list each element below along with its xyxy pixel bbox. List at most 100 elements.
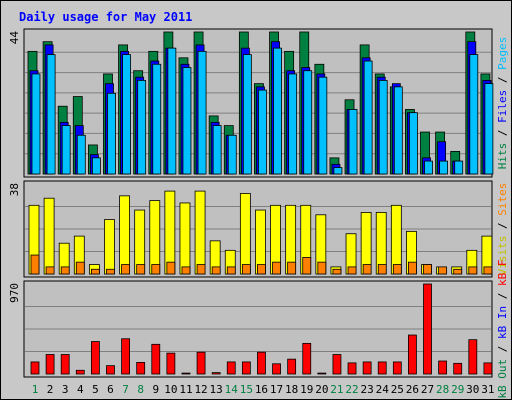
- bar-sites: [257, 264, 266, 275]
- bar-pages: [303, 70, 313, 175]
- bar-kbytes: [75, 369, 85, 375]
- legend-part: /: [496, 216, 509, 236]
- bar-pages: [378, 80, 388, 175]
- day-label: 17: [270, 383, 283, 396]
- bar-kbytes: [106, 365, 115, 375]
- bar-pages: [424, 160, 433, 175]
- bar-pages: [182, 67, 192, 175]
- bar-pages: [137, 80, 147, 175]
- day-label: 29: [451, 383, 464, 396]
- bar-kbytes: [468, 339, 478, 375]
- bar-sites: [377, 264, 387, 275]
- bar-sites: [45, 266, 55, 275]
- kbytes-panel: 970 kB Out / kB In / kB F: [8, 259, 509, 398]
- bar-pages: [212, 125, 222, 175]
- bar-pages: [318, 76, 328, 175]
- x-axis-day-labels: 1 2 3 4 5 6 7 8 9 10 11 12 13 14 15 16 17 18 19 20 21 22 23 24 2…: [32, 383, 495, 396]
- bar-pages: [152, 63, 162, 175]
- legend-kbytes: kB Out / kB In / kB F: [496, 259, 509, 398]
- legend-part: /: [496, 339, 509, 359]
- day-label: 5: [92, 383, 99, 396]
- bar-kbytes: [166, 352, 176, 375]
- bar-kbytes: [90, 341, 100, 375]
- bar-sites: [151, 264, 161, 275]
- bar-kbytes: [121, 338, 130, 375]
- bar-pages: [348, 109, 358, 175]
- bar-kbytes: [181, 372, 191, 375]
- bar-kbytes: [136, 362, 146, 375]
- day-label: 20: [315, 383, 328, 396]
- bar-visits: [194, 190, 206, 275]
- legend-part: Hits: [496, 143, 509, 170]
- day-label: 19: [300, 383, 313, 396]
- bar-visits: [179, 202, 191, 275]
- bar-sites: [241, 264, 251, 275]
- day-label: 16: [255, 383, 268, 396]
- day-label: 22: [345, 383, 358, 396]
- bar-sites: [438, 266, 448, 275]
- bar-kbytes: [302, 342, 312, 375]
- day-label: 11: [179, 383, 192, 396]
- day-label: 8: [137, 383, 144, 396]
- bar-pages: [469, 54, 479, 175]
- bar-kbytes: [60, 354, 70, 375]
- bar-pages: [31, 73, 41, 175]
- bar-kbytes: [347, 362, 357, 375]
- bar-sites: [181, 266, 191, 275]
- day-label: 28: [436, 383, 449, 396]
- bar-kbytes: [30, 361, 40, 375]
- bar-pages: [484, 83, 494, 175]
- bar-pages: [242, 54, 252, 175]
- bar-sites: [408, 261, 417, 275]
- legend-part: kB F: [496, 259, 509, 286]
- hits-panel: 44 Hits / Files / Pages: [8, 28, 509, 178]
- bar-pages: [227, 134, 237, 175]
- legend-visits-sites: Visits / Sites: [496, 183, 509, 276]
- day-label: 31: [481, 383, 494, 396]
- bar-sites: [332, 268, 342, 275]
- y-max-label: 970: [8, 283, 21, 303]
- day-label: 27: [421, 383, 434, 396]
- legend-part: kB In: [496, 306, 509, 339]
- bar-pages: [91, 157, 101, 175]
- bar-kbytes: [317, 372, 327, 375]
- day-label: 7: [122, 383, 129, 396]
- bar-pages: [107, 92, 116, 175]
- day-label: 3: [62, 383, 69, 396]
- bar-sites: [347, 266, 357, 275]
- bar-kbytes: [287, 358, 297, 375]
- legend-part: kB Out: [496, 359, 509, 399]
- day-label: 15: [240, 383, 253, 396]
- bar-visits: [149, 200, 161, 275]
- day-label: 12: [194, 383, 207, 396]
- bar-pages: [61, 125, 71, 175]
- day-label: 14: [225, 383, 239, 396]
- day-label: 24: [376, 383, 390, 396]
- bar-sites: [211, 266, 221, 275]
- bar-kbytes: [257, 351, 266, 375]
- visits-panel: 38 Visits / Sites: [8, 180, 509, 278]
- bar-kbytes: [272, 363, 281, 375]
- day-label: 6: [107, 383, 114, 396]
- day-label: 23: [361, 383, 374, 396]
- bar-sites: [30, 254, 40, 275]
- bar-kbytes: [362, 361, 372, 375]
- bar-visits: [239, 193, 251, 275]
- bar-pages: [288, 73, 298, 175]
- legend-part: Sites: [496, 183, 509, 216]
- day-label: 9: [152, 383, 159, 396]
- bar-kbytes: [45, 354, 55, 375]
- bar-sites: [423, 264, 432, 275]
- bar-pages: [409, 112, 418, 175]
- bar-pages: [258, 89, 267, 175]
- bar-pages: [439, 160, 449, 175]
- bar-kbytes: [453, 362, 463, 375]
- legend-hits-files-pages: Hits / Files / Pages: [496, 37, 509, 170]
- legend-part: Pages: [496, 37, 509, 70]
- bar-sites: [483, 266, 493, 275]
- legend-part: /: [496, 123, 509, 143]
- legend-part: /: [496, 286, 509, 306]
- bar-pages: [393, 86, 403, 175]
- bar-visits: [390, 204, 402, 275]
